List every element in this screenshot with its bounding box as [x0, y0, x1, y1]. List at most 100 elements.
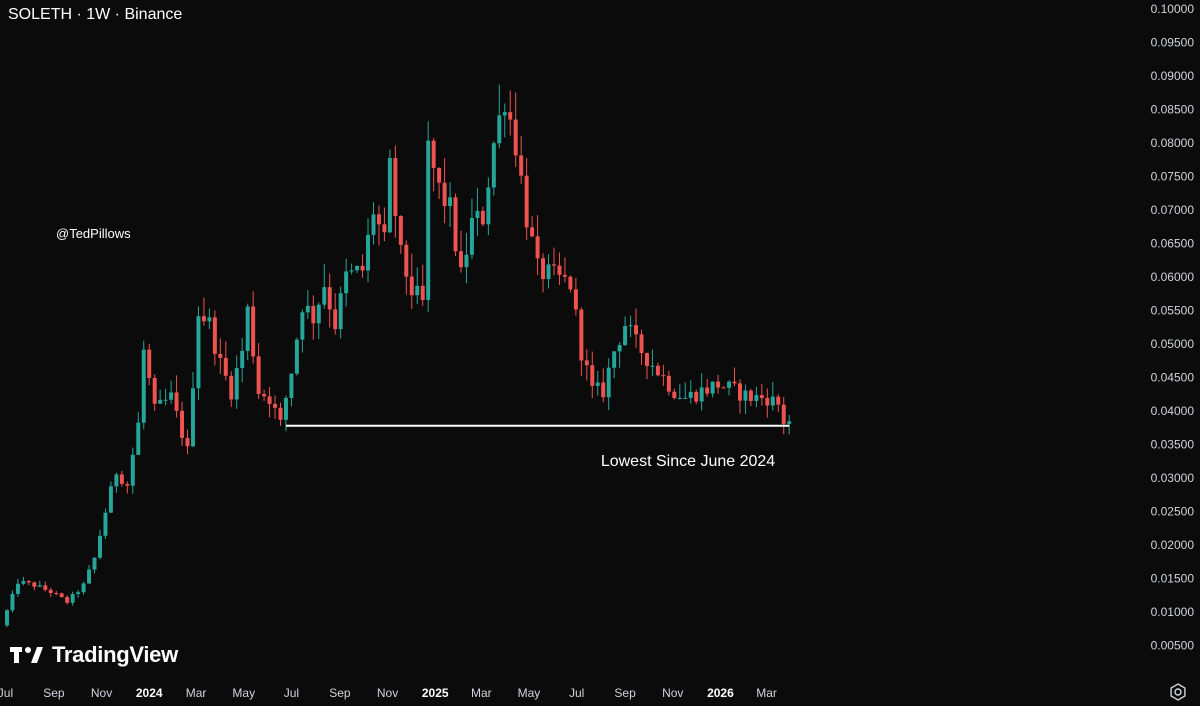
candle-body	[475, 210, 480, 219]
candle-body	[420, 285, 425, 300]
candle-body	[322, 287, 327, 305]
candle-body	[469, 218, 474, 255]
candle-body	[743, 390, 748, 401]
author-watermark: @TedPillows	[56, 226, 131, 241]
candle-body	[628, 325, 633, 327]
candle-body	[81, 583, 86, 593]
candle-body	[557, 265, 562, 275]
x-tick-label: Sep	[329, 686, 351, 700]
candle-body	[710, 381, 715, 394]
candle-body	[748, 390, 753, 401]
y-tick-label: 0.04500	[1151, 371, 1195, 385]
candle-body	[316, 304, 321, 324]
candle-body	[398, 216, 403, 245]
candle-body	[256, 356, 261, 394]
candle-body	[431, 140, 436, 168]
y-tick-label: 0.03000	[1151, 471, 1195, 485]
x-tick-label: Nov	[377, 686, 398, 700]
candle-body	[448, 197, 453, 207]
x-tick-label: Mar	[756, 686, 777, 700]
candle-body	[759, 395, 764, 399]
candle-body	[382, 224, 387, 233]
support-annotation: Lowest Since June 2024	[285, 424, 790, 470]
x-tick-label: Jul	[0, 686, 13, 700]
candle-body	[223, 357, 228, 376]
candle-body	[595, 382, 600, 386]
candle-body	[169, 392, 174, 400]
candle-body	[409, 276, 414, 296]
candle-body	[180, 410, 185, 438]
candle-body	[699, 387, 704, 402]
candle-body	[26, 581, 31, 583]
candle-body	[294, 339, 299, 374]
candle-body	[781, 404, 786, 424]
candle-body	[92, 557, 97, 570]
candle-body	[552, 264, 556, 266]
candle-body	[601, 382, 606, 398]
candle-body	[70, 594, 75, 603]
candle-body	[732, 381, 737, 384]
y-tick-label: 0.02500	[1151, 505, 1195, 519]
candle-body	[98, 535, 102, 558]
candle-body	[387, 158, 392, 233]
candlestick-series	[5, 84, 792, 628]
candle-body	[612, 351, 617, 368]
candle-body	[278, 407, 283, 420]
candle-body	[267, 396, 272, 405]
tradingview-brand: TradingView	[10, 642, 178, 668]
candle-body	[48, 589, 53, 594]
candle-body	[737, 383, 742, 401]
candle-body	[158, 399, 163, 404]
candle-body	[114, 474, 119, 487]
candle-body	[661, 375, 666, 377]
candle-body	[141, 349, 146, 423]
candle-body	[327, 287, 332, 310]
x-tick-label: 2026	[707, 686, 734, 700]
candle-body	[754, 395, 759, 401]
candle-body	[355, 265, 360, 271]
candle-body	[655, 365, 660, 376]
candle-body	[283, 397, 288, 420]
candle-body	[349, 270, 354, 272]
candle-body	[147, 349, 152, 378]
candle-body	[234, 368, 239, 400]
candle-body	[360, 265, 365, 271]
candle-body	[240, 350, 245, 369]
candle-body	[535, 236, 540, 259]
candle-body	[770, 396, 775, 406]
candle-body	[185, 437, 190, 447]
candle-body	[541, 258, 546, 280]
tradingview-logo-icon	[10, 647, 43, 663]
candle-body	[125, 483, 130, 486]
y-tick-label: 0.06500	[1151, 237, 1195, 251]
candle-body	[464, 254, 469, 268]
candle-body	[606, 367, 611, 398]
candle-body	[415, 285, 420, 296]
candle-body	[634, 325, 639, 335]
y-tick-label: 0.09500	[1151, 36, 1195, 50]
x-tick-label: Nov	[662, 686, 683, 700]
candle-body	[623, 325, 628, 346]
y-tick-label: 0.01500	[1151, 572, 1195, 586]
candle-body	[672, 391, 677, 398]
y-tick-label: 0.00500	[1151, 639, 1195, 653]
candle-body	[437, 167, 442, 183]
candle-body	[262, 393, 267, 397]
candle-body	[196, 316, 201, 389]
candle-body	[218, 353, 223, 358]
candle-body	[639, 334, 644, 354]
candle-body	[245, 306, 250, 351]
candle-body	[727, 381, 732, 388]
candle-body	[37, 585, 42, 587]
x-tick-label: Mar	[186, 686, 207, 700]
x-tick-label: Sep	[614, 686, 636, 700]
y-tick-label: 0.05000	[1151, 337, 1195, 351]
x-tick-label: Nov	[91, 686, 112, 700]
y-tick-label: 0.05500	[1151, 304, 1195, 318]
candle-body	[573, 289, 578, 310]
candle-body	[721, 387, 726, 389]
x-tick-label: May	[518, 686, 541, 700]
candle-body	[207, 317, 212, 322]
gear-icon[interactable]	[1168, 682, 1188, 702]
